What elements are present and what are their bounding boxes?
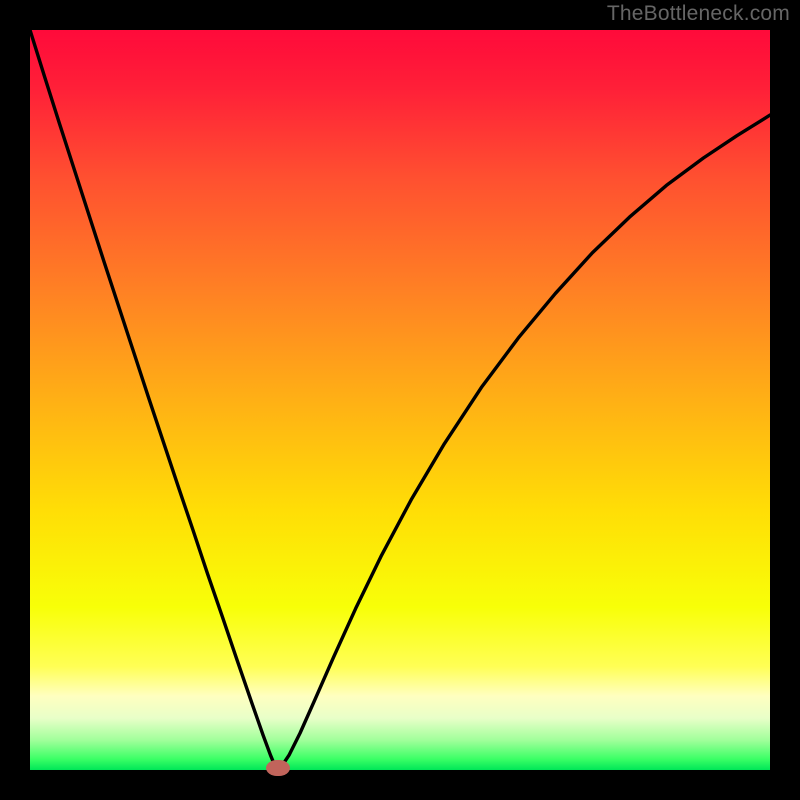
watermark-text: TheBottleneck.com — [607, 2, 790, 26]
bottleneck-curve-svg — [30, 30, 770, 770]
plot-area — [30, 30, 770, 770]
minimum-marker — [266, 760, 290, 776]
chart-frame: TheBottleneck.com — [0, 0, 800, 800]
bottleneck-curve-path — [30, 30, 770, 769]
